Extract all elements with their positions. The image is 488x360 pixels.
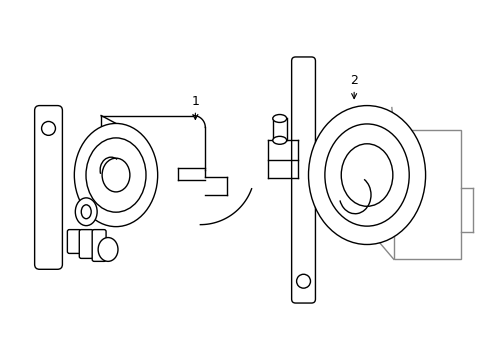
Text: 1: 1: [191, 95, 199, 120]
FancyBboxPatch shape: [92, 230, 106, 261]
Ellipse shape: [81, 205, 91, 219]
Ellipse shape: [102, 158, 130, 192]
Bar: [393, 130, 460, 260]
Ellipse shape: [272, 114, 286, 122]
Text: 2: 2: [349, 74, 357, 99]
FancyBboxPatch shape: [35, 105, 62, 269]
FancyBboxPatch shape: [67, 230, 81, 253]
Ellipse shape: [341, 144, 392, 206]
Ellipse shape: [272, 136, 286, 144]
Circle shape: [41, 121, 55, 135]
FancyBboxPatch shape: [291, 57, 315, 303]
Ellipse shape: [75, 198, 97, 226]
Ellipse shape: [308, 105, 425, 244]
Ellipse shape: [74, 123, 157, 227]
Ellipse shape: [86, 138, 146, 212]
Ellipse shape: [324, 124, 408, 226]
Ellipse shape: [98, 238, 118, 261]
Circle shape: [296, 274, 310, 288]
FancyBboxPatch shape: [79, 230, 93, 258]
